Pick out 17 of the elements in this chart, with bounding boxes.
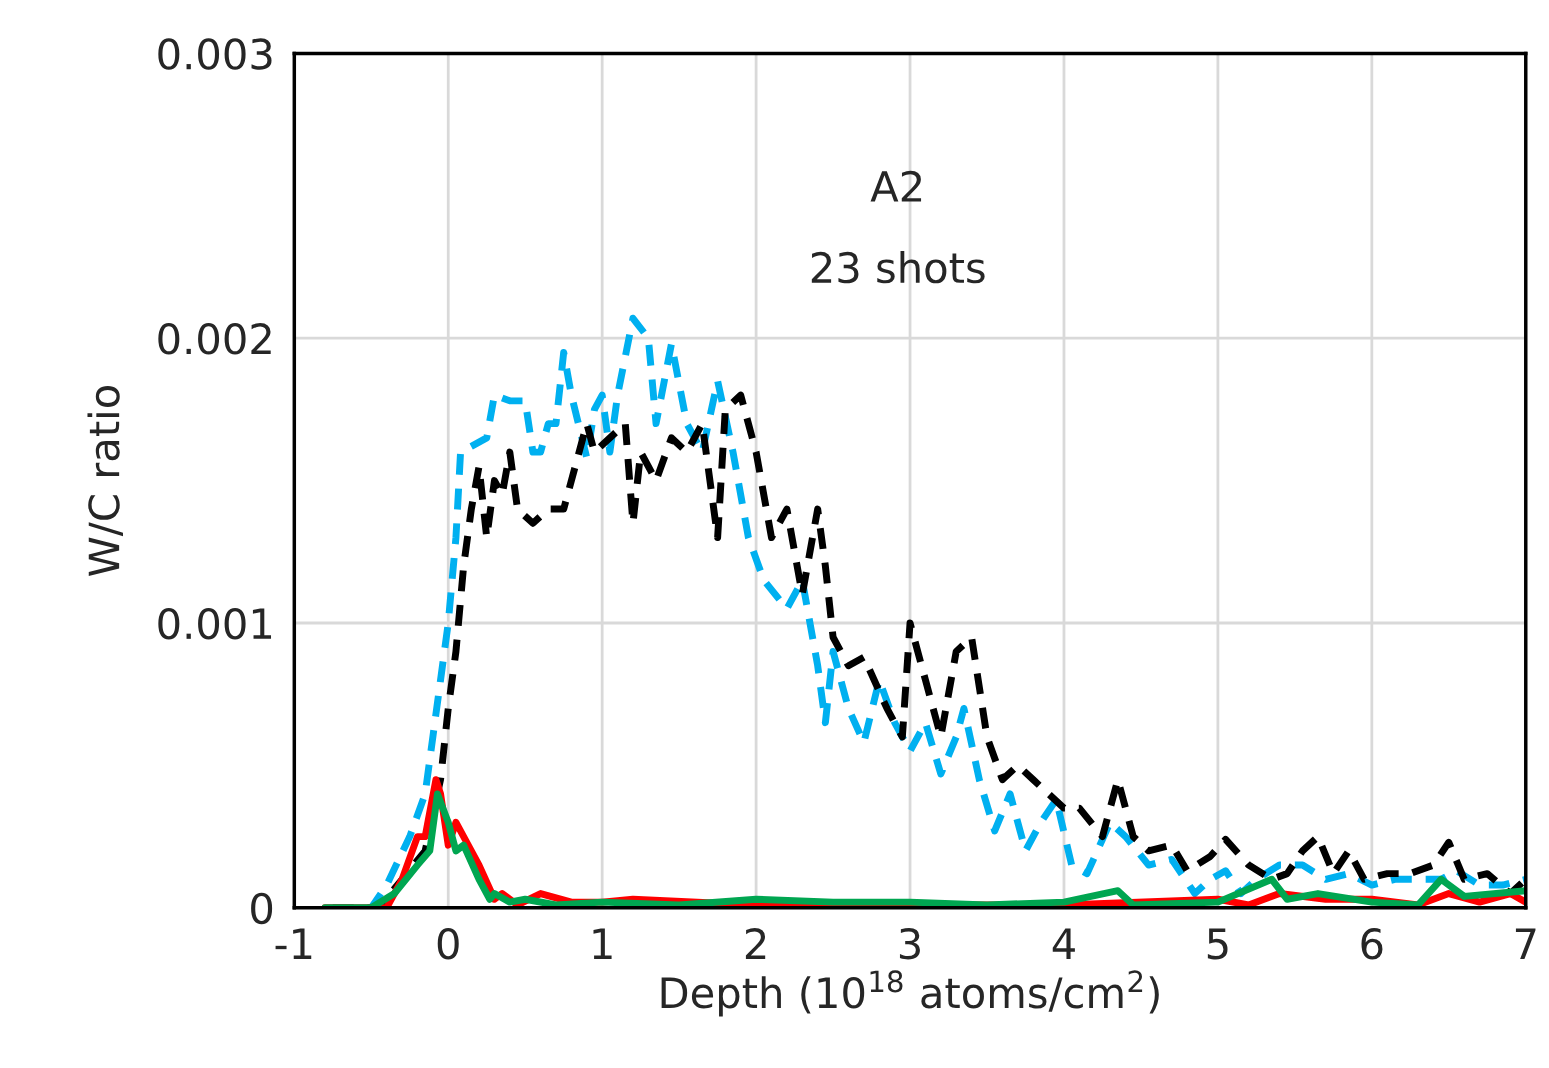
y-tick-label: 0.003 [158, 38, 272, 70]
y-tick-label: 0.002 [158, 323, 271, 355]
x-tick-label: 1 [593, 928, 612, 959]
x-tick-label: -1 [275, 928, 312, 959]
annotation: 23 shots [811, 251, 985, 284]
x-tick-label: 0 [437, 927, 459, 960]
annotation: A2 [870, 170, 922, 202]
y-axis-title: W/C ratio [87, 386, 124, 577]
x-tick-label: 2 [745, 927, 766, 959]
x-tick-label: 3 [899, 927, 920, 960]
x-tick-label: 7 [1515, 928, 1536, 959]
y-tick-label: 0 [251, 892, 273, 925]
x-axis-title: Depth (10$^{18}$ atoms/cm$^{2}$) [661, 970, 1159, 1017]
x-tick-label: 6 [1361, 927, 1383, 960]
x-tick-label: 4 [1052, 928, 1075, 959]
x-tick-label: 5 [1207, 928, 1228, 960]
y-tick-label: 0.001 [158, 607, 272, 640]
